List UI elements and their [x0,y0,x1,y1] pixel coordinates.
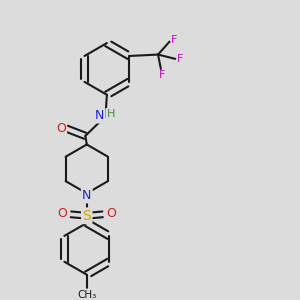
Text: F: F [177,54,184,64]
Text: CH₃: CH₃ [77,290,96,300]
Text: N: N [82,189,92,202]
Text: N: N [94,109,104,122]
Text: F: F [159,70,166,80]
Text: O: O [57,207,67,220]
Text: H: H [106,109,115,119]
Text: S: S [82,209,91,223]
Text: F: F [171,35,177,45]
Text: O: O [56,122,66,135]
Text: O: O [106,207,116,220]
